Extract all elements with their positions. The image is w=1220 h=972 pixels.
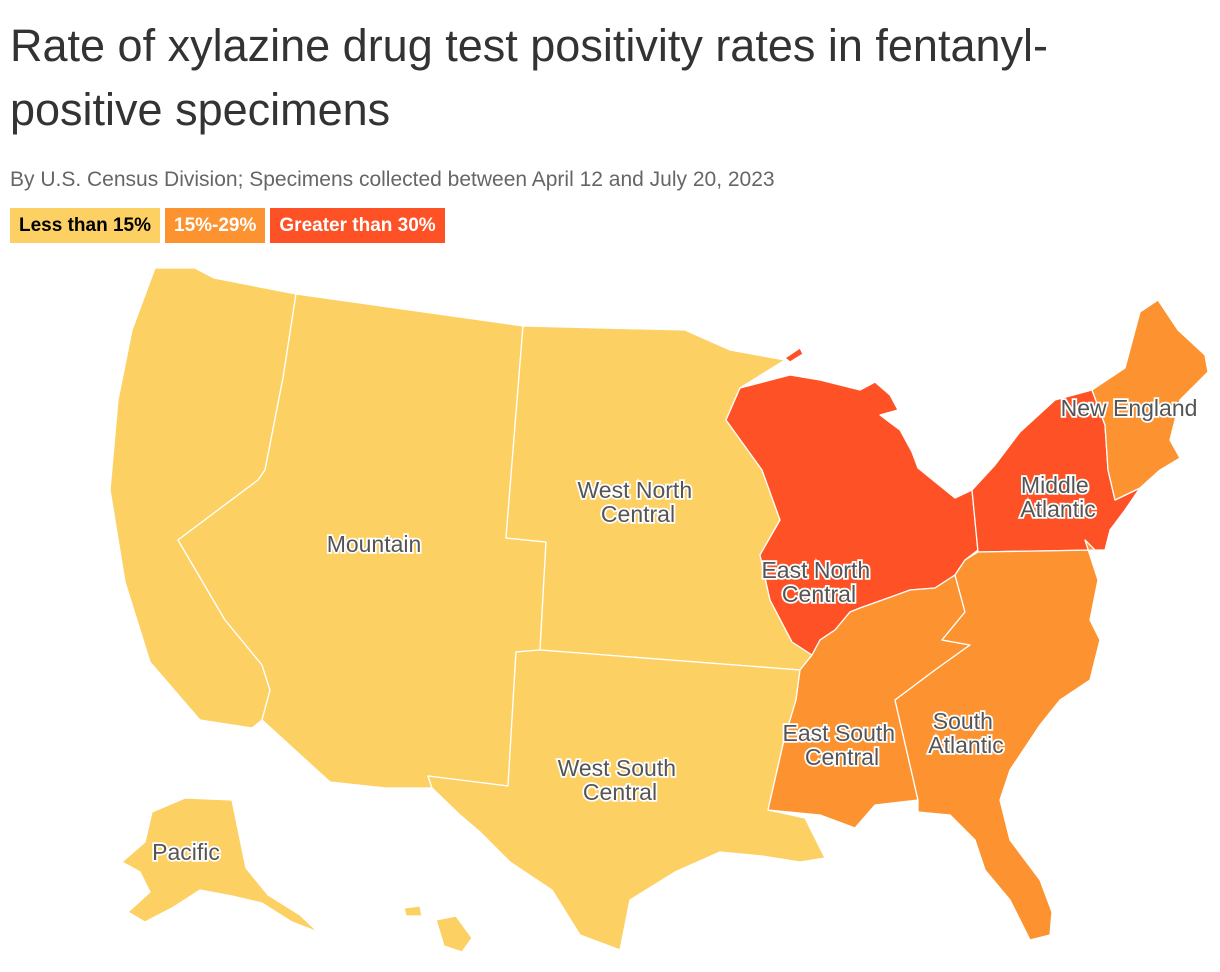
label-mountain: Mountain (327, 531, 422, 557)
label-east-north-central: East North Central (761, 557, 876, 607)
region-south-atlantic[interactable] (894, 539, 1101, 941)
chart-subtitle: By U.S. Census Division; Specimens colle… (10, 168, 775, 191)
region-east-north-central-isle[interactable] (784, 347, 804, 363)
region-pacific-hawaii-islands[interactable] (403, 905, 423, 917)
region-pacific-hawaii[interactable] (435, 915, 473, 953)
legend-item-high: Greater than 30% (270, 208, 445, 243)
legend-item-low: Less than 15% (10, 208, 160, 243)
label-south-atlantic: South Atlantic (928, 708, 1003, 758)
chart-title: Rate of xylazine drug test positivity ra… (10, 20, 1048, 135)
label-pacific: Pacific (152, 839, 220, 865)
region-new-england[interactable] (1091, 299, 1209, 501)
legend-item-mid: 15%-29% (165, 208, 266, 243)
label-new-england: New England (1061, 395, 1198, 421)
legend: Less than 15% 15%-29% Greater than 30% (10, 208, 445, 243)
label-west-south-central: West South Central (558, 755, 683, 805)
region-pacific-alaska[interactable] (121, 797, 319, 933)
region-labels: Mountain West North Central West South C… (150, 393, 1199, 867)
label-middle-atlantic: Middle Atlantic (1020, 472, 1095, 522)
region-shapes (109, 267, 1209, 953)
label-west-north-central: West North Central (578, 477, 699, 527)
label-east-south-central: East South Central (783, 720, 902, 770)
